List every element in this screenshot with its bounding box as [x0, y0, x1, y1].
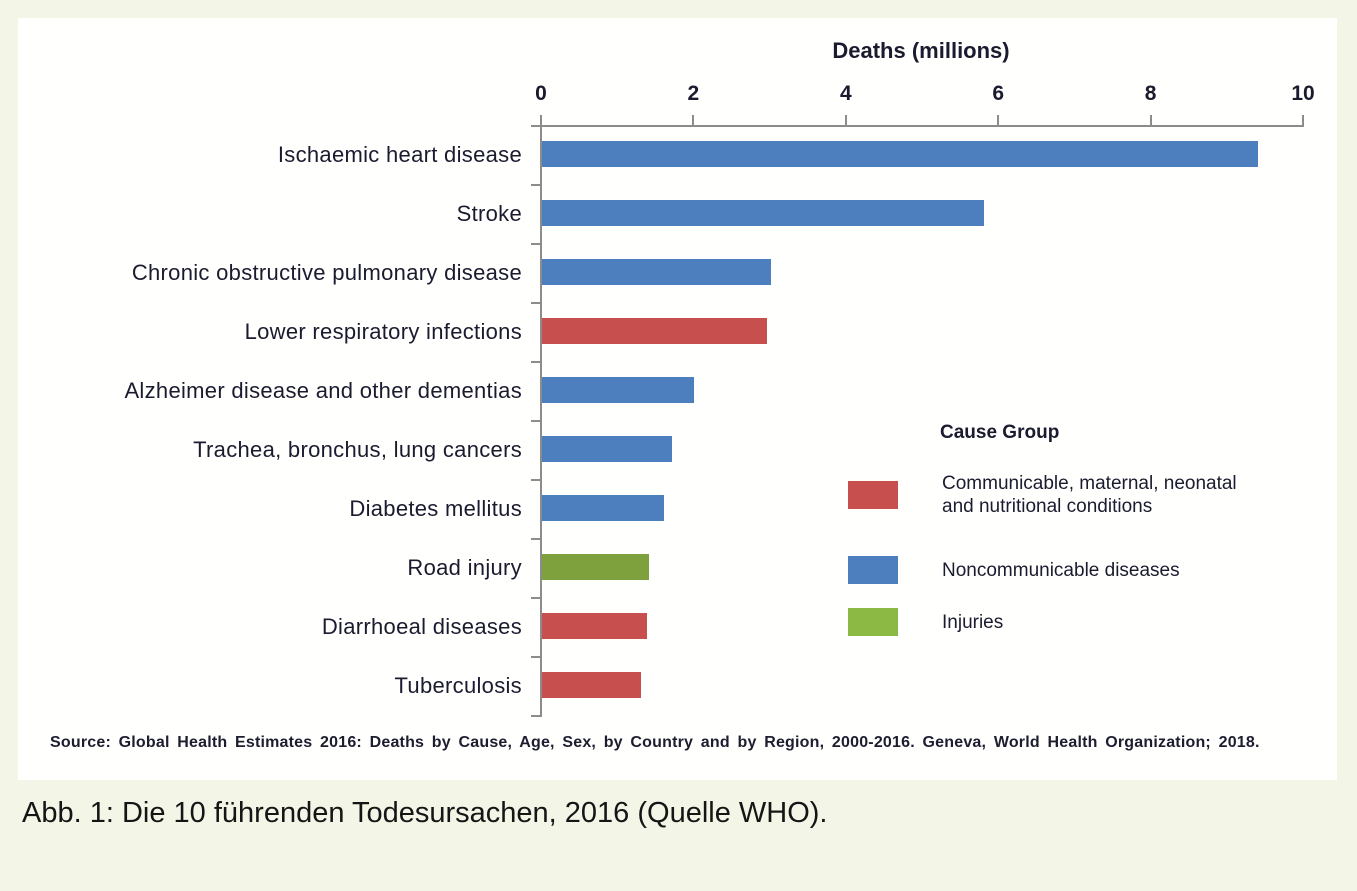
chart-row: Diarrhoeal diseases	[18, 597, 1318, 656]
chart-row: Tuberculosis	[18, 656, 1318, 715]
chart-row: Alzheimer disease and other dementias	[18, 361, 1318, 420]
category-label: Diarrhoeal diseases	[321, 613, 522, 639]
bar-noncommunicable	[542, 200, 984, 226]
y-axis-tick-mark	[531, 656, 540, 658]
bar-noncommunicable	[542, 495, 664, 521]
category-label: Ischaemic heart disease	[277, 141, 522, 167]
bar-communicable	[542, 672, 642, 698]
legend-swatch-noncommunicable	[848, 556, 898, 585]
x-axis-tick-mark	[540, 115, 542, 125]
x-axis-tick-mark	[692, 115, 695, 125]
y-axis-tick-mark	[531, 361, 540, 363]
chart-row: Trachea, bronchus, lung cancers	[18, 420, 1318, 479]
y-axis-tick-mark	[531, 597, 540, 599]
legend-entry: Noncommunicable diseases	[848, 556, 1318, 585]
x-axis-tick-label: 6	[992, 82, 1005, 105]
legend-label: Noncommunicable diseases	[942, 559, 1180, 581]
bar-communicable	[542, 613, 648, 639]
legend-entry: Injuries	[848, 608, 1318, 637]
bar-noncommunicable	[542, 141, 1259, 167]
x-axis-title: Deaths (millions)	[832, 38, 1010, 63]
x-axis-line	[540, 125, 1304, 127]
figure-caption: Abb. 1: Die 10 führenden Todesursachen, …	[22, 797, 828, 829]
chart-row: Lower respiratory infections	[18, 302, 1318, 361]
category-label: Stroke	[456, 200, 522, 226]
x-axis-tick-label: 0	[535, 82, 547, 105]
x-axis-tick-label: 8	[1144, 82, 1157, 105]
chart-row: Ischaemic heart disease	[18, 125, 1318, 184]
category-label: Diabetes mellitus	[349, 495, 522, 521]
x-axis-tick-mark	[844, 115, 847, 125]
x-axis-tick-mark	[1302, 115, 1304, 125]
legend-label: Injuries	[942, 611, 1004, 633]
bar-noncommunicable	[542, 377, 695, 403]
chart-row: Chronic obstructive pulmonary disease	[18, 243, 1318, 302]
category-label: Trachea, bronchus, lung cancers	[193, 436, 522, 462]
legend-label: Communicable, maternal, neonatal and nut…	[942, 473, 1237, 518]
x-axis-tick-label: 10	[1291, 82, 1315, 105]
x-axis-tick-mark	[1149, 115, 1152, 125]
x-axis-tick-mark	[997, 115, 1000, 125]
y-axis-tick-mark	[531, 125, 540, 127]
legend-entry: Communicable, maternal, neonatal and nut…	[848, 472, 1318, 518]
y-axis-tick-mark	[531, 479, 540, 481]
y-axis-tick-mark	[531, 184, 540, 186]
y-axis-line	[540, 125, 542, 717]
y-axis-tick-mark	[531, 538, 540, 540]
y-axis-tick-mark	[531, 302, 540, 304]
chart-row: Diabetes mellitus	[18, 479, 1318, 538]
category-label: Chronic obstructive pulmonary disease	[131, 259, 522, 285]
category-label: Lower respiratory infections	[244, 318, 522, 344]
bar-noncommunicable	[542, 259, 771, 285]
bar-communicable	[542, 318, 767, 344]
chart-row: Road injury	[18, 538, 1318, 597]
legend-entries: Communicable, maternal, neonatal and nut…	[848, 472, 1318, 637]
x-axis-tick-label: 2	[687, 82, 700, 105]
category-label: Road injury	[407, 554, 522, 580]
legend: Cause Group Communicable, maternal, neon…	[848, 422, 1318, 637]
legend-title: Cause Group	[940, 422, 1060, 443]
legend-swatch-communicable	[848, 481, 898, 510]
legend-swatch-injuries	[848, 608, 898, 637]
bar-injuries	[542, 554, 649, 580]
source-note: Source: Global Health Estimates 2016: De…	[50, 734, 1260, 751]
category-label: Alzheimer disease and other dementias	[124, 377, 522, 403]
chart-panel: Deaths (millions) 0 2 4 6 8 10 Ischaemic hear…	[18, 18, 1337, 780]
category-label: Tuberculosis	[394, 672, 522, 698]
x-axis-tick-label: 4	[839, 82, 852, 105]
chart-row: Stroke	[18, 184, 1318, 243]
y-axis-tick-mark	[531, 420, 540, 422]
y-axis-tick-mark	[531, 715, 540, 717]
bar-noncommunicable	[542, 436, 672, 462]
y-axis-tick-mark	[531, 243, 540, 245]
